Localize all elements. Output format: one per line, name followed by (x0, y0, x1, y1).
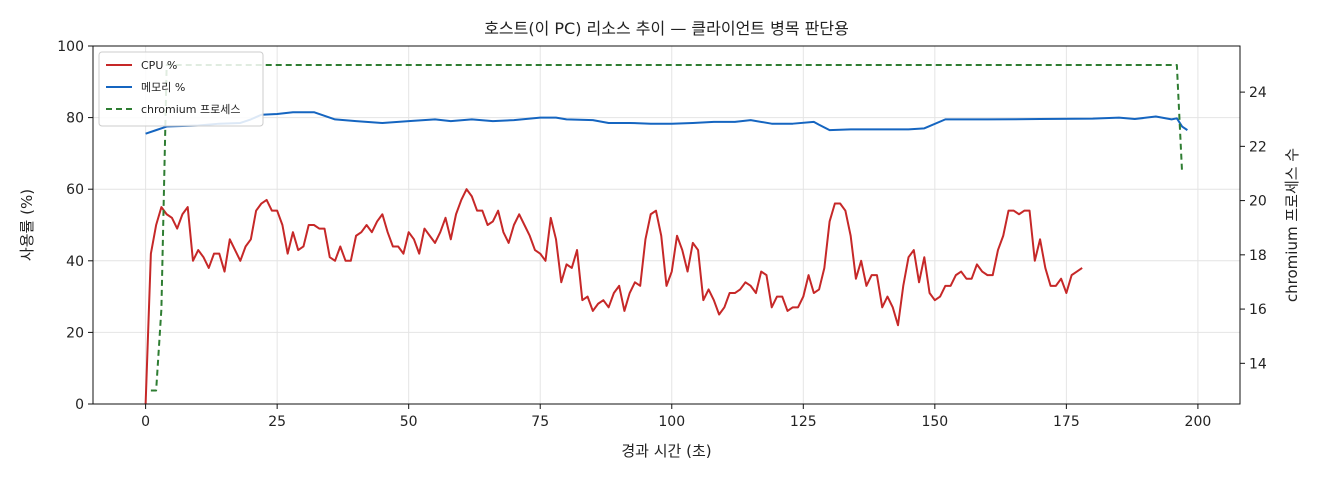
y2-tick-label: 20 (1249, 194, 1267, 210)
x-tick-label: 25 (268, 414, 286, 430)
y-tick-label: 0 (75, 397, 84, 413)
x-tick-label: 125 (790, 414, 817, 430)
x-axis-label: 경과 시간 (초) (621, 442, 711, 460)
y2-tick-label: 24 (1249, 85, 1267, 101)
y-axis-label: 사용률 (%) (18, 189, 36, 261)
plot-frame (92, 45, 1241, 405)
y2-tick-label: 16 (1249, 302, 1267, 318)
y2-tick-label: 18 (1249, 248, 1267, 264)
y-tick-label: 40 (66, 254, 84, 270)
y2-tick-label: 14 (1249, 356, 1267, 372)
x-tick-label: 50 (400, 414, 418, 430)
legend-box (98, 51, 264, 127)
y2-tick-label: 22 (1249, 139, 1267, 155)
x-tick-label: 0 (141, 414, 150, 430)
cpu-series-line (144, 188, 1083, 405)
plot-series (144, 63, 1188, 405)
x-tick-label: 175 (1053, 414, 1080, 430)
chart-title: 호스트(이 PC) 리소스 추이 — 클라이언트 병목 판단용 (484, 19, 849, 38)
axes: 0 25 50 75 100 125 150 175 200 0 20 40 60 80 100 14 16 18… (57, 39, 1267, 430)
legend-item-cpu-label: CPU % (141, 59, 177, 72)
legend: CPU % 메모리 % chromium 프로세스 (98, 51, 264, 127)
memory-series-line (145, 111, 1188, 135)
y-tick-label: 20 (66, 325, 84, 341)
x-tick-label: 75 (531, 414, 549, 430)
legend-item-chromium-label: chromium 프로세스 (141, 103, 240, 116)
x-tick-label: 100 (658, 414, 685, 430)
x-tick-label: 150 (921, 414, 948, 430)
legend-item-memory-label: 메모리 % (141, 81, 185, 94)
x-tick-label: 200 (1185, 414, 1212, 430)
chromium-process-series-line (150, 63, 1184, 392)
y-tick-label: 100 (57, 39, 84, 55)
y-tick-label: 80 (66, 111, 84, 127)
y-tick-label: 60 (66, 182, 84, 198)
y2-axis-label: chromium 프로세스 수 (1283, 148, 1301, 302)
